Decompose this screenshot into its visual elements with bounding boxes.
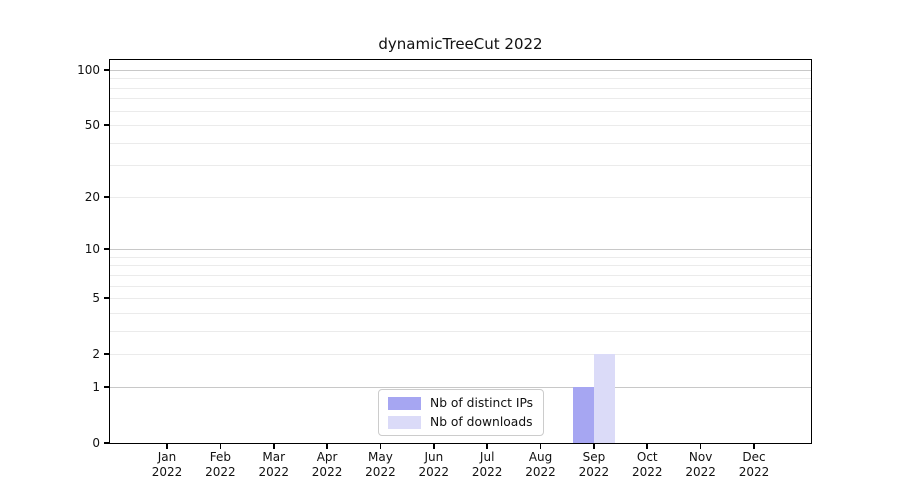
x-tick-month: Oct [636,450,658,464]
y-tick-label: 100 [77,62,100,77]
x-tick-year: 2022 [578,465,610,479]
x-tick-label: Feb 2022 [190,450,250,480]
x-tick-label: Jul 2022 [457,450,517,480]
y-gridline-minor [110,330,811,332]
x-tick-year: 2022 [205,465,236,479]
legend-label: Nb of downloads [430,415,533,429]
y-gridline-minor [110,125,811,127]
x-tick-label: Sep 2022 [564,450,624,480]
x-tick-year: 2022 [631,465,663,479]
y-gridline-minor [110,98,811,100]
x-axis-tick [486,443,488,449]
x-tick-label: Oct 2022 [617,450,677,480]
y-gridline-minor [110,110,811,112]
y-gridline-major [110,249,811,251]
x-axis-tick [539,443,542,449]
y-axis-tick [104,386,110,388]
x-tick-month: Jun [424,450,444,464]
y-gridline-minor [110,265,811,267]
bar-nb-of-downloads-sep [593,354,616,443]
legend: Nb of distinct IPs Nb of downloads [378,389,545,436]
x-tick-label: May 2022 [350,450,410,480]
y-gridline-minor [110,142,811,144]
y-tick-label: 0 [92,436,100,450]
y-gridline-minor [110,285,811,287]
y-tick-label: 50 [84,118,100,133]
y-gridline-major [110,386,811,388]
y-axis-tick [104,297,110,299]
y-gridline-minor [110,256,811,258]
x-tick-year: 2022 [525,465,556,479]
x-tick-month: Feb [209,450,231,464]
x-axis-tick [593,443,595,449]
y-gridline-minor [110,196,811,198]
x-tick-year: 2022 [685,465,716,479]
y-gridline-minor [110,312,811,314]
y-axis-tick [104,248,110,250]
y-tick-label: 20 [84,189,100,204]
x-tick-month: Apr [316,450,338,464]
x-axis-tick [326,443,328,449]
y-gridline-minor [110,354,811,356]
x-tick-month: Sep [582,450,606,464]
y-tick-label: 5 [92,291,100,306]
x-tick-label: Dec 2022 [724,450,784,480]
x-tick-year: 2022 [471,465,503,479]
x-tick-label: Mar 2022 [244,450,304,480]
x-tick-year: 2022 [258,465,289,479]
x-tick-year: 2022 [311,465,343,479]
y-tick-label: 2 [92,347,100,362]
y-gridline-minor [110,165,811,167]
legend-entry: Nb of downloads [388,415,533,429]
x-tick-label: Aug 2022 [511,450,571,480]
x-tick-month: Dec [742,450,766,464]
y-gridline-major [110,69,811,71]
bar-nb-of-distinct-ips-sep [572,386,594,443]
x-tick-year: 2022 [418,465,450,479]
x-tick-year: 2022 [151,465,183,479]
y-gridline-minor [110,298,811,300]
x-axis-tick [272,443,275,449]
x-tick-month: Jul [479,450,495,464]
legend-entry: Nb of distinct IPs [388,396,533,410]
y-axis-tick [104,124,110,126]
x-axis-tick [699,443,702,449]
y-axis-tick [104,353,110,355]
x-tick-label: Jun 2022 [404,450,464,480]
x-tick-year: 2022 [738,465,770,479]
x-tick-month: Mar [262,450,286,464]
y-axis-tick [104,442,110,444]
x-axis-tick [433,443,435,449]
y-axis-tick [104,68,110,71]
x-tick-label: Jan 2022 [137,450,197,480]
x-axis-tick [219,443,222,449]
x-axis-tick [379,443,382,449]
x-tick-month: Nov [688,450,713,464]
y-tick-label: 1 [92,379,100,394]
x-tick-year: 2022 [365,465,396,479]
x-axis-tick [753,443,755,449]
legend-swatch [388,415,421,429]
y-axis-tick [104,196,110,198]
legend-label: Nb of distinct IPs [430,396,534,410]
y-gridline-minor [110,274,811,276]
x-axis-tick [646,443,649,449]
x-tick-label: Nov 2022 [671,450,731,480]
x-tick-month: Jan [157,450,177,464]
x-axis-tick [166,443,168,449]
y-tick-label: 10 [84,242,100,257]
x-tick-month: Aug [528,450,553,464]
y-gridline-minor [110,87,811,89]
x-tick-month: May [368,450,393,464]
x-tick-label: Apr 2022 [297,450,357,480]
y-gridline-minor [110,78,811,80]
legend-swatch [388,396,421,410]
chart-title: dynamicTreeCut 2022 [378,35,543,53]
